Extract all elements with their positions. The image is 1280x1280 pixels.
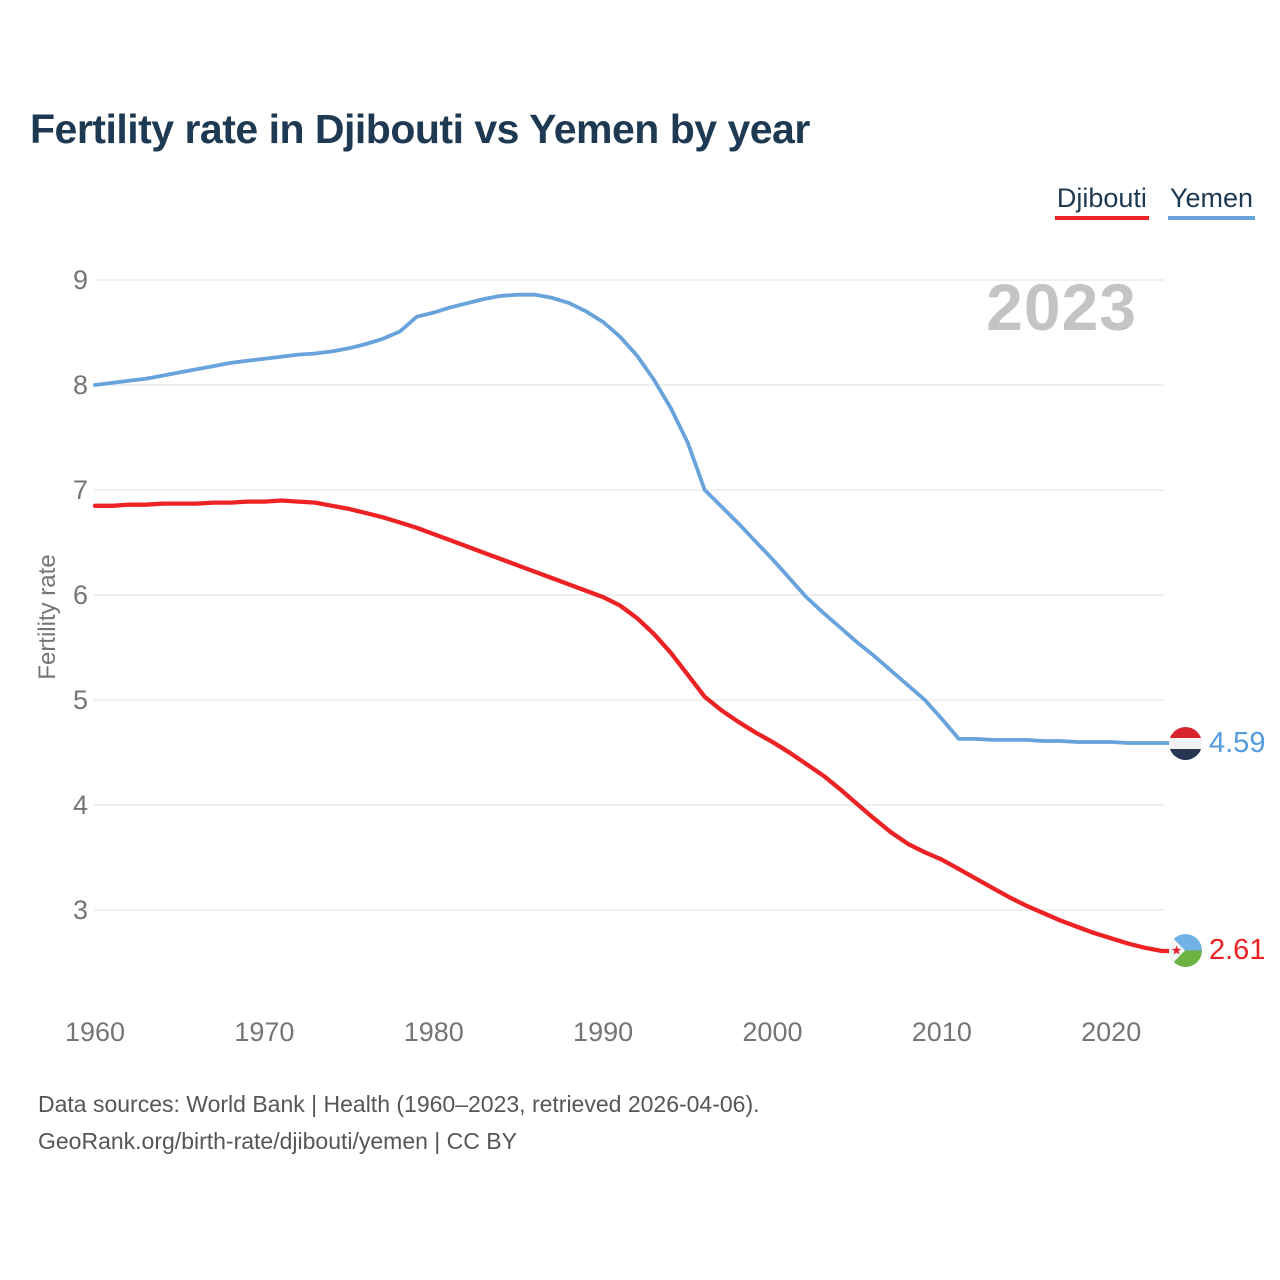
watermark-year: 2023	[986, 270, 1137, 344]
series-line-yemen	[93, 292, 1172, 745]
series-line-djibouti	[92, 498, 1173, 954]
end-label-djibouti: 2.61	[1169, 934, 1265, 968]
y-tick-label-6: 6	[73, 580, 88, 610]
yemen-flag-icon	[1169, 726, 1202, 760]
page-title: Fertility rate in Djibouti vs Yemen by y…	[30, 106, 810, 152]
x-tick-label-2010: 2010	[912, 1017, 972, 1047]
footer: Data sources: World Bank | Health (1960–…	[38, 1086, 760, 1160]
y-tick-label-4: 4	[73, 790, 88, 820]
y-tick-label-7: 7	[73, 475, 88, 505]
footer-attribution-line: GeoRank.org/birth-rate/djibouti/yemen | …	[38, 1127, 517, 1154]
x-tick-label-1990: 1990	[573, 1017, 633, 1047]
x-tick-label-2000: 2000	[742, 1017, 802, 1047]
x-tick-label-1980: 1980	[404, 1017, 464, 1047]
y-tick-label-9: 9	[73, 265, 88, 295]
x-tick-label-1970: 1970	[234, 1017, 294, 1047]
footer-sources-line: Data sources: World Bank | Health (1960–…	[38, 1091, 760, 1117]
y-tick-label-8: 8	[73, 370, 88, 400]
y-tick-label-5: 5	[73, 685, 88, 715]
djibouti-last-value: 2.61	[1209, 934, 1266, 967]
djibouti-flag-icon	[1169, 934, 1202, 968]
yemen-last-value: 4.59	[1209, 726, 1266, 759]
x-tick-label-1960: 1960	[65, 1017, 125, 1047]
x-tick-label-2020: 2020	[1081, 1017, 1141, 1047]
legend: Djibouti Yemen	[1054, 184, 1255, 221]
end-label-yemen: 4.59	[1169, 726, 1265, 760]
legend-item-djibouti[interactable]: Djibouti	[1054, 184, 1149, 221]
legend-item-yemen[interactable]: Yemen	[1167, 184, 1255, 221]
y-tick-label-3: 3	[73, 895, 88, 925]
